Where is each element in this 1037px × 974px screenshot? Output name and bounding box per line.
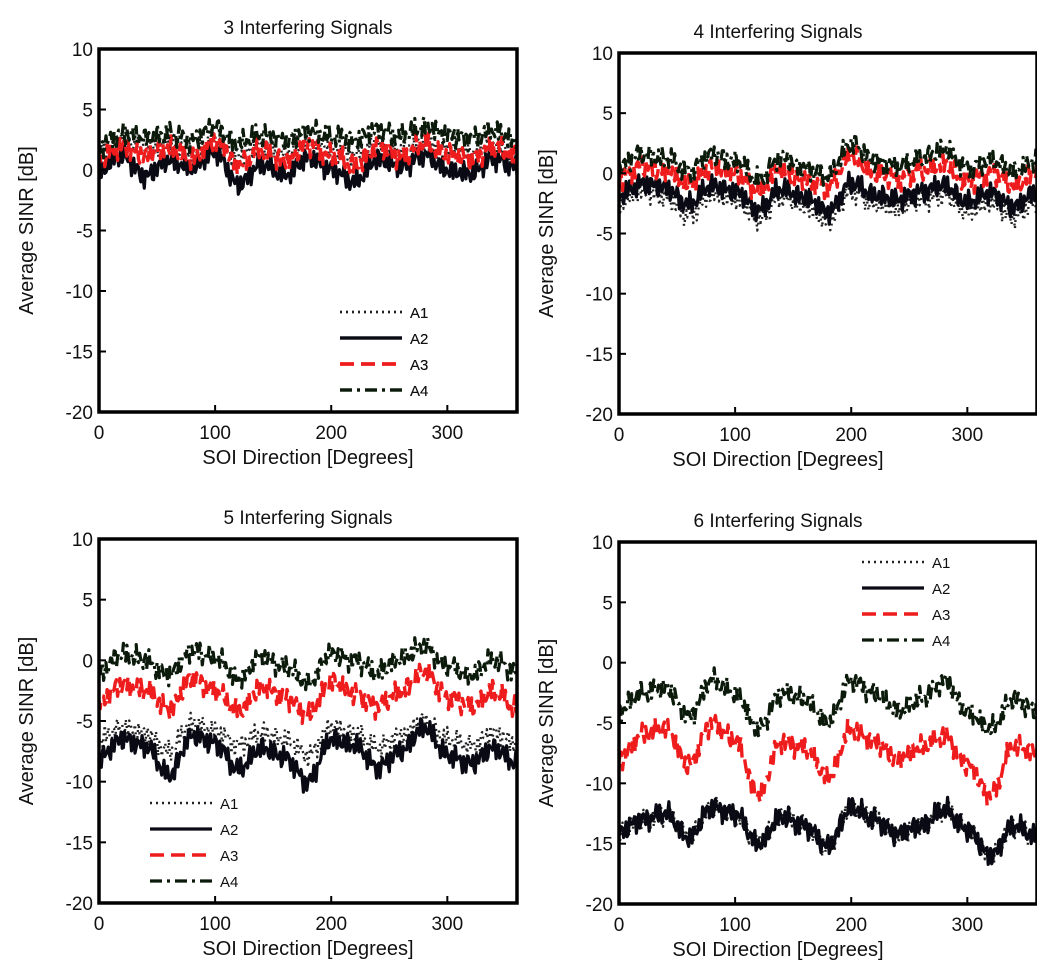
y-tick-label: 0 [602,164,613,185]
x-axis-label: SOI Direction [Degrees] [202,938,413,960]
x-tick-label: 200 [835,915,867,936]
y-tick-label: -15 [586,835,613,856]
y-tick-label: 0 [82,161,93,182]
x-axis-label: SOI Direction [Degrees] [672,449,883,471]
legend-label-a1: A1 [410,305,428,322]
legend-label-a3: A3 [410,357,428,374]
y-tick-label: -5 [76,222,93,243]
series-line-a2 [619,170,1037,226]
axes-frame [97,537,519,905]
y-tick-label: -20 [66,894,93,915]
y-tick-label: -10 [586,774,613,795]
x-tick-label: 200 [315,423,347,444]
y-tick-label: -15 [586,345,613,366]
y-axis-label: Average SINR [dB] [16,146,38,315]
y-tick-label: -20 [66,403,93,424]
y-tick-label: -10 [66,282,93,303]
x-tick-label: 100 [719,425,751,446]
series-line-a4 [619,666,1037,738]
series-line-a4 [99,635,517,692]
series-line-a3 [99,131,517,177]
y-tick-label: 10 [592,533,613,554]
x-axis-label: SOI Direction [Degrees] [202,447,413,469]
legend: A1 A2 A3 A4 [862,555,950,650]
x-axis-label: SOI Direction [Degrees] [672,939,883,961]
y-tick-label: 5 [82,591,93,612]
legend-label-a3: A3 [932,607,950,624]
series-line-a4 [619,134,1037,189]
y-tick-label: -10 [66,773,93,794]
series-line-a3 [619,713,1037,808]
x-tick-label: 300 [951,425,983,446]
chart-title: 4 Interfering Signals [694,22,863,43]
x-tick-label: 0 [614,915,625,936]
x-tick-label: 100 [199,914,231,935]
x-tick-label: 100 [719,915,751,936]
series-group [619,666,1037,866]
legend-label-a4: A4 [410,383,428,400]
chart-title: 5 Interfering Signals [224,508,393,529]
y-tick-label: 10 [592,44,613,65]
y-tick-label: 10 [72,530,93,551]
legend-label-a2: A2 [410,331,428,348]
series-line-a2 [619,795,1037,866]
legend-label-a4: A4 [220,874,238,891]
y-tick-label: -15 [66,833,93,854]
y-tick-label: 5 [82,101,93,122]
legend-label-a1: A1 [410,305,428,322]
y-tick-label: -20 [586,405,613,426]
x-tick-label: 300 [951,915,983,936]
x-tick-label: 0 [94,423,105,444]
y-tick-label: -5 [596,714,613,735]
legend-label-a1: A1 [932,555,950,572]
x-tick-label: 200 [835,425,867,446]
x-tick-label: 200 [315,914,347,935]
y-axis-label: Average SINR [dB] [536,149,558,318]
series-group [99,635,517,794]
legend-label-a4: A4 [410,383,428,400]
x-tick-label: 100 [199,423,231,444]
series-line-a2 [99,142,517,196]
series-line-a2 [99,717,517,794]
series-line-a3 [99,660,517,726]
series-group [619,134,1037,232]
y-axis-label: Average SINR [dB] [16,637,38,806]
y-axis-label: Average SINR [dB] [536,639,558,808]
y-tick-label: 0 [602,654,613,675]
x-tick-label: 0 [94,914,105,935]
x-tick-label: 0 [614,425,625,446]
x-tick-label: 300 [431,423,463,444]
legend-label-a4: A4 [932,633,950,650]
axes-frame [617,51,1037,416]
legend-label-a3: A3 [410,357,428,374]
legend: A1 A2 A3 A4 [340,305,428,400]
y-tick-label: 0 [82,651,93,672]
series-line-a4 [99,115,517,160]
chart-title: 6 Interfering Signals [694,511,863,532]
y-tick-label: 10 [72,40,93,61]
axes-frame [97,47,519,414]
y-tick-label: -5 [596,225,613,246]
chart-title: 3 Interfering Signals [224,18,393,39]
legend-label-a3: A3 [220,848,238,865]
y-tick-label: 5 [602,593,613,614]
legend-label-a2: A2 [220,822,238,839]
y-tick-label: -10 [586,285,613,306]
legend-label-a1: A1 [220,796,238,813]
y-tick-label: -15 [66,343,93,364]
legend-label-a2: A2 [932,581,950,598]
series-line-a1 [99,711,517,769]
y-tick-label: -20 [586,895,613,916]
legend: A1 A2 A3 A4 [150,796,238,891]
y-tick-label: -5 [76,712,93,733]
series-group [99,115,517,196]
x-tick-label: 300 [431,914,463,935]
legend-label-a2: A2 [410,331,428,348]
y-tick-label: 5 [602,104,613,125]
